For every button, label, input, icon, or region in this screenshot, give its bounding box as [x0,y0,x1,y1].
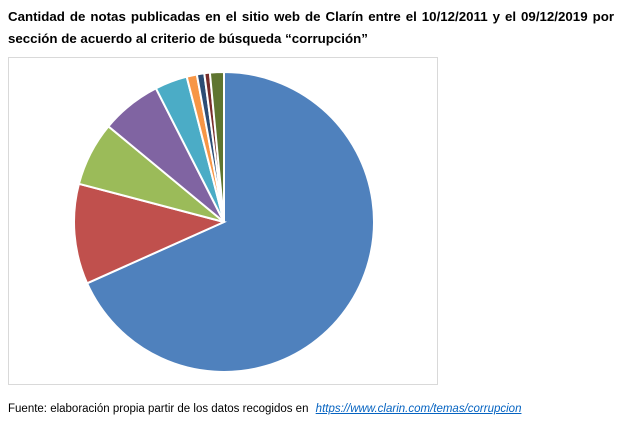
pie-chart [73,70,375,373]
pie-slice-2 [73,182,227,285]
pie-slice-1 [85,70,375,373]
chart-frame [8,57,438,385]
chart-title: Cantidad de notas publicadas en el sitio… [8,9,614,46]
source-link[interactable]: https://www.clarin.com/temas/corrupcion [315,403,522,415]
source-text: Fuente: elaboración propia partir de los… [8,403,309,415]
pie-slice-9 [208,70,225,223]
source-note: Fuente: elaboración propia partir de los… [8,403,521,415]
